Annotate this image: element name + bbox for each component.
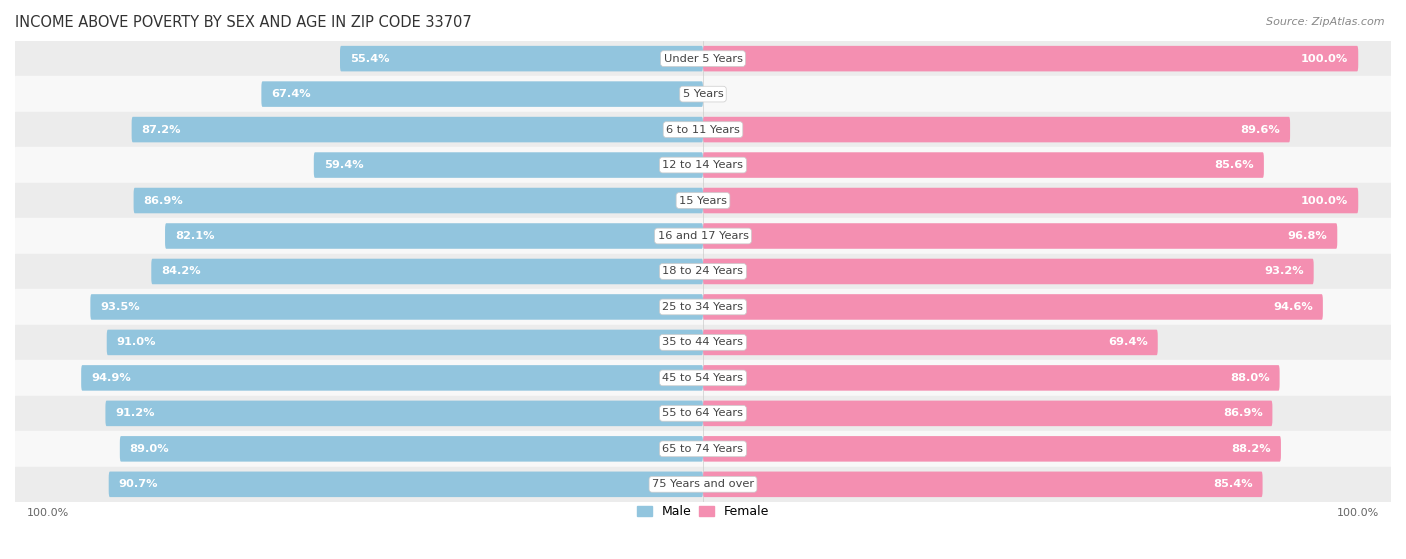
Text: 90.7%: 90.7% bbox=[118, 479, 157, 489]
Bar bbox=[15, 325, 1391, 360]
FancyBboxPatch shape bbox=[703, 294, 1323, 320]
Text: 86.9%: 86.9% bbox=[143, 196, 183, 206]
Text: 65 to 74 Years: 65 to 74 Years bbox=[662, 444, 744, 454]
Text: 84.2%: 84.2% bbox=[162, 267, 201, 277]
Bar bbox=[15, 467, 1391, 502]
FancyBboxPatch shape bbox=[703, 365, 1279, 391]
Text: 75 Years and over: 75 Years and over bbox=[652, 479, 754, 489]
Text: 67.4%: 67.4% bbox=[271, 89, 311, 99]
FancyBboxPatch shape bbox=[703, 188, 1358, 214]
Bar bbox=[15, 289, 1391, 325]
Bar bbox=[15, 41, 1391, 77]
Text: 89.0%: 89.0% bbox=[129, 444, 169, 454]
FancyBboxPatch shape bbox=[703, 436, 1281, 462]
FancyBboxPatch shape bbox=[703, 46, 1358, 72]
Text: 100.0%: 100.0% bbox=[1301, 196, 1348, 206]
Text: Under 5 Years: Under 5 Years bbox=[664, 54, 742, 64]
Bar bbox=[15, 396, 1391, 431]
Legend: Male, Female: Male, Female bbox=[631, 500, 775, 523]
Text: 55.4%: 55.4% bbox=[350, 54, 389, 64]
Text: 85.6%: 85.6% bbox=[1215, 160, 1254, 170]
Text: 15 Years: 15 Years bbox=[679, 196, 727, 206]
Text: 86.9%: 86.9% bbox=[1223, 409, 1263, 418]
Text: 12 to 14 Years: 12 to 14 Years bbox=[662, 160, 744, 170]
Text: 69.4%: 69.4% bbox=[1108, 338, 1147, 348]
Text: 55 to 64 Years: 55 to 64 Years bbox=[662, 409, 744, 418]
Text: 18 to 24 Years: 18 to 24 Years bbox=[662, 267, 744, 277]
Text: 6 to 11 Years: 6 to 11 Years bbox=[666, 125, 740, 135]
Bar bbox=[15, 112, 1391, 148]
Text: 96.8%: 96.8% bbox=[1288, 231, 1327, 241]
Text: 59.4%: 59.4% bbox=[323, 160, 363, 170]
FancyBboxPatch shape bbox=[340, 46, 703, 72]
FancyBboxPatch shape bbox=[108, 472, 703, 497]
Text: 100.0%: 100.0% bbox=[1301, 54, 1348, 64]
FancyBboxPatch shape bbox=[703, 330, 1157, 355]
Text: Source: ZipAtlas.com: Source: ZipAtlas.com bbox=[1267, 17, 1385, 27]
FancyBboxPatch shape bbox=[703, 259, 1313, 284]
Text: 93.5%: 93.5% bbox=[100, 302, 139, 312]
Text: 93.2%: 93.2% bbox=[1264, 267, 1303, 277]
Bar bbox=[15, 148, 1391, 183]
FancyBboxPatch shape bbox=[120, 436, 703, 462]
Text: 94.9%: 94.9% bbox=[91, 373, 131, 383]
FancyBboxPatch shape bbox=[152, 259, 703, 284]
FancyBboxPatch shape bbox=[314, 152, 703, 178]
Text: 25 to 34 Years: 25 to 34 Years bbox=[662, 302, 744, 312]
FancyBboxPatch shape bbox=[262, 81, 703, 107]
Text: 16 and 17 Years: 16 and 17 Years bbox=[658, 231, 748, 241]
Text: 88.2%: 88.2% bbox=[1232, 444, 1271, 454]
FancyBboxPatch shape bbox=[107, 330, 703, 355]
FancyBboxPatch shape bbox=[82, 365, 703, 391]
Text: 87.2%: 87.2% bbox=[142, 125, 181, 135]
Text: 35 to 44 Years: 35 to 44 Years bbox=[662, 338, 744, 348]
FancyBboxPatch shape bbox=[132, 117, 703, 143]
Text: 91.2%: 91.2% bbox=[115, 409, 155, 418]
Bar bbox=[15, 183, 1391, 218]
Bar bbox=[15, 77, 1391, 112]
Text: 94.6%: 94.6% bbox=[1274, 302, 1313, 312]
Bar bbox=[15, 218, 1391, 254]
FancyBboxPatch shape bbox=[134, 188, 703, 214]
Text: 85.4%: 85.4% bbox=[1213, 479, 1253, 489]
Text: 91.0%: 91.0% bbox=[117, 338, 156, 348]
Text: 89.6%: 89.6% bbox=[1240, 125, 1281, 135]
Bar bbox=[15, 431, 1391, 467]
Text: 88.0%: 88.0% bbox=[1230, 373, 1270, 383]
FancyBboxPatch shape bbox=[105, 401, 703, 426]
FancyBboxPatch shape bbox=[90, 294, 703, 320]
Bar bbox=[15, 254, 1391, 289]
Text: 45 to 54 Years: 45 to 54 Years bbox=[662, 373, 744, 383]
FancyBboxPatch shape bbox=[165, 223, 703, 249]
FancyBboxPatch shape bbox=[703, 401, 1272, 426]
FancyBboxPatch shape bbox=[703, 117, 1291, 143]
Text: INCOME ABOVE POVERTY BY SEX AND AGE IN ZIP CODE 33707: INCOME ABOVE POVERTY BY SEX AND AGE IN Z… bbox=[15, 15, 472, 30]
Text: 82.1%: 82.1% bbox=[174, 231, 214, 241]
FancyBboxPatch shape bbox=[703, 472, 1263, 497]
Bar bbox=[15, 360, 1391, 396]
FancyBboxPatch shape bbox=[703, 223, 1337, 249]
FancyBboxPatch shape bbox=[703, 152, 1264, 178]
Text: 5 Years: 5 Years bbox=[683, 89, 723, 99]
